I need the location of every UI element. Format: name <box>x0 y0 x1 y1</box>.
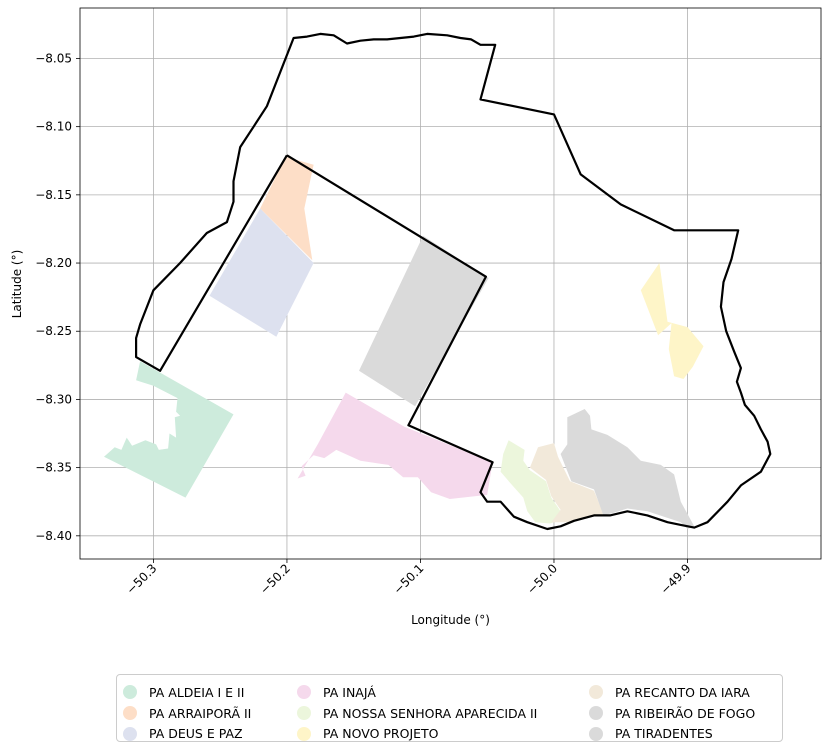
region-pa-recanto-da-iara <box>529 443 604 523</box>
legend-marker <box>297 685 311 700</box>
regions-layer <box>104 156 704 529</box>
x-tick-label: −50.2 <box>257 561 293 597</box>
legend-item-recanto: PA RECANTO DA IARA <box>583 682 755 703</box>
legend-item-aldeia: PA ALDEIA I E II <box>117 682 251 703</box>
legend-label: PA ARRAIPORÃ II <box>149 705 252 721</box>
legend-marker <box>123 685 137 700</box>
y-tick-label: −8.15 <box>35 188 72 202</box>
region-pa-novo-projeto <box>640 263 704 379</box>
legend-item-deus-e-paz: PA DEUS E PAZ <box>117 723 251 744</box>
legend-label: PA DEUS E PAZ <box>149 726 243 742</box>
y-tick-label: −8.30 <box>35 392 72 406</box>
boundary-layer <box>135 32 772 531</box>
legend-item-nossa-senhora: PA NOSSA SENHORA APARECIDA II <box>291 703 537 724</box>
map-chart: −50.3 −50.2 −50.1 −50.0 −49.9 −8.05 −8.10 −8.15… <box>10 7 822 627</box>
region-pa-arraipora-ii <box>260 156 314 261</box>
x-tick-label: −49.9 <box>658 561 694 597</box>
legend-label: PA NOSSA SENHORA APARECIDA II <box>323 705 538 721</box>
x-tick-label: −50.0 <box>524 561 560 597</box>
region-pa-aldeia-i-e-ii <box>104 361 234 498</box>
legend-marker <box>297 706 311 721</box>
y-tick-label: −8.35 <box>35 461 72 475</box>
legend-column-3: PA RECANTO DA IARA PA RIBEIRÃO DE FOGO P… <box>583 682 755 744</box>
legend-item-inaja: PA INAJÁ <box>291 682 537 703</box>
region-pa-tiradentes <box>560 409 695 529</box>
plot-area-frame <box>79 7 822 560</box>
y-tick-label: −8.05 <box>35 51 72 65</box>
legend-label: PA INAJÁ <box>323 684 376 700</box>
region-pa-nossa-senhora-aparecida-ii <box>500 440 561 524</box>
municipality-boundary <box>135 32 772 531</box>
legend-marker <box>123 726 137 741</box>
legend-item-tiradentes: PA TIRADENTES <box>583 723 755 744</box>
legend-marker <box>123 706 137 721</box>
legend-label: PA TIRADENTES <box>615 726 713 742</box>
y-axis-label: Latitude (°) <box>10 250 24 319</box>
y-tick-label: −8.40 <box>35 529 72 543</box>
region-pa-ribeirao-de-fogo <box>359 235 489 407</box>
y-tick-label: −8.20 <box>35 256 72 270</box>
legend-label: PA RECANTO DA IARA <box>615 684 750 700</box>
region-pa-deus-e-paz <box>209 208 314 337</box>
legend-column-2: PA INAJÁ PA NOSSA SENHORA APARECIDA II P… <box>291 682 537 744</box>
legend-label: PA ALDEIA I E II <box>149 684 245 700</box>
legend-marker <box>589 726 603 741</box>
legend-marker <box>297 726 311 741</box>
y-tick-label: −8.10 <box>35 120 72 134</box>
y-tick-label: −8.25 <box>35 324 72 338</box>
x-tick-label: −50.1 <box>391 561 427 597</box>
legend-marker <box>589 706 603 721</box>
x-axis-label: Longitude (°) <box>411 613 490 627</box>
legend-label: PA RIBEIRÃO DE FOGO <box>615 705 756 721</box>
x-tick-label: −50.3 <box>124 561 160 597</box>
legend-label: PA NOVO PROJETO <box>323 726 439 742</box>
legend-item-arraipora: PA ARRAIPORÃ II <box>117 703 251 724</box>
legend: PA ALDEIA I E II PA ARRAIPORÃ II PA DEUS… <box>116 674 783 742</box>
legend-item-novo-projeto: PA NOVO PROJETO <box>291 723 537 744</box>
legend-column-1: PA ALDEIA I E II PA ARRAIPORÃ II PA DEUS… <box>117 682 251 744</box>
legend-item-ribeirao: PA RIBEIRÃO DE FOGO <box>583 703 755 724</box>
region-pa-inaja <box>297 392 493 499</box>
legend-marker <box>589 685 603 700</box>
